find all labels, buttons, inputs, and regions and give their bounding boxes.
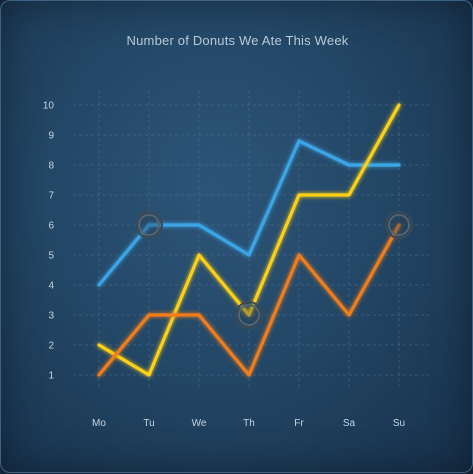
highlight-markers xyxy=(135,211,413,329)
x-axis-ticks: Mo Tu We Th Fr Sa Su xyxy=(92,418,405,429)
y-tick-label: 9 xyxy=(48,131,54,142)
y-tick-label: 1 xyxy=(48,371,54,382)
chart-title: Number of Donuts We Ate This Week xyxy=(126,33,349,48)
x-tick-label: Th xyxy=(243,418,255,429)
x-tick-label: Su xyxy=(393,418,405,429)
grid xyxy=(73,90,429,390)
x-tick-label: Fr xyxy=(294,418,304,429)
y-tick-label: 3 xyxy=(48,311,54,322)
highlight-marker xyxy=(385,211,413,239)
series-line-2 xyxy=(97,103,401,377)
highlight-marker xyxy=(235,301,263,329)
y-tick-label: 7 xyxy=(48,191,54,202)
x-tick-label: Sa xyxy=(343,418,356,429)
highlight-marker xyxy=(135,211,163,239)
y-tick-label: 8 xyxy=(48,161,54,172)
y-tick-label: 2 xyxy=(48,341,54,352)
y-tick-label: 4 xyxy=(48,281,54,292)
y-axis-ticks: 1 2 3 4 5 6 7 8 9 10 xyxy=(43,101,55,382)
series-line-1 xyxy=(97,139,401,287)
y-tick-label: 6 xyxy=(48,221,54,232)
series-lines xyxy=(97,103,401,377)
x-tick-label: We xyxy=(192,418,207,429)
y-tick-label: 5 xyxy=(48,251,54,262)
y-tick-label: 10 xyxy=(43,101,55,112)
series-line-3 xyxy=(97,223,401,377)
x-tick-label: Tu xyxy=(143,418,154,429)
x-tick-label: Mo xyxy=(92,418,106,429)
